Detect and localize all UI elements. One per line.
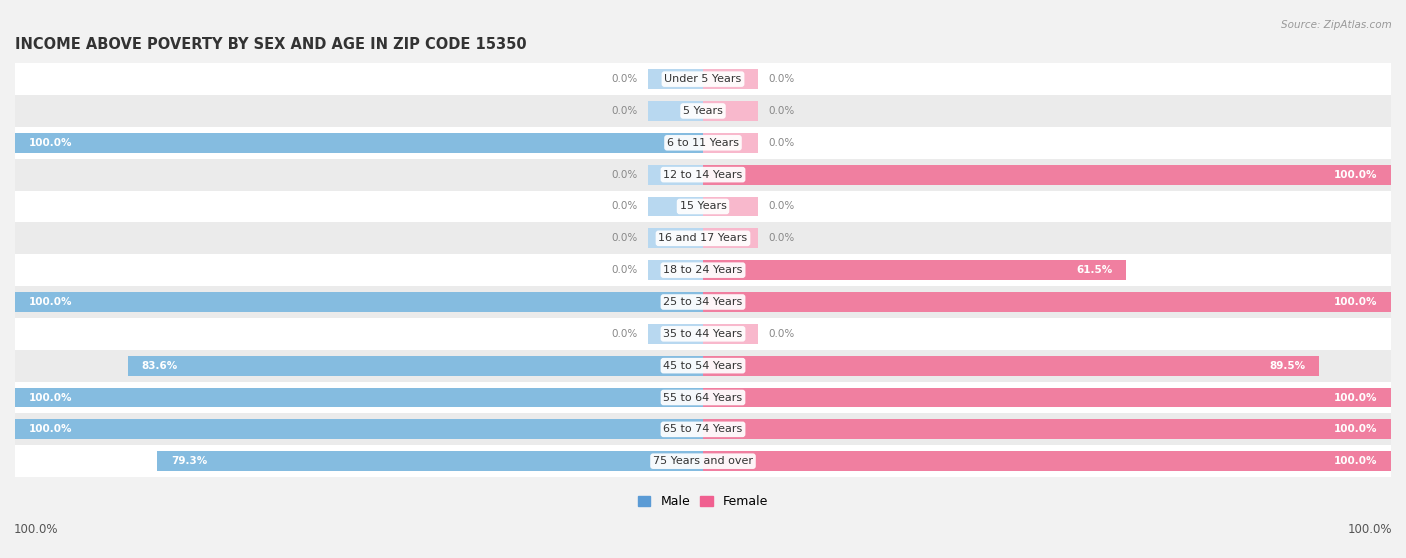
Bar: [703, 356, 1319, 376]
Bar: [703, 196, 758, 217]
Bar: [703, 260, 1126, 280]
Text: 100.0%: 100.0%: [28, 424, 72, 434]
Text: 0.0%: 0.0%: [768, 201, 794, 211]
Text: 16 and 17 Years: 16 and 17 Years: [658, 233, 748, 243]
Text: 0.0%: 0.0%: [768, 74, 794, 84]
Bar: [15, 95, 1391, 127]
Bar: [648, 69, 703, 89]
Text: 100.0%: 100.0%: [14, 523, 59, 536]
Text: 83.6%: 83.6%: [142, 360, 177, 371]
Bar: [128, 356, 703, 376]
Bar: [648, 101, 703, 121]
Text: 100.0%: 100.0%: [28, 392, 72, 402]
Text: 100.0%: 100.0%: [1334, 392, 1378, 402]
Bar: [703, 101, 758, 121]
Bar: [15, 254, 1391, 286]
Text: 12 to 14 Years: 12 to 14 Years: [664, 170, 742, 180]
Bar: [648, 260, 703, 280]
Bar: [15, 382, 1391, 413]
Text: 0.0%: 0.0%: [768, 138, 794, 148]
Text: 25 to 34 Years: 25 to 34 Years: [664, 297, 742, 307]
Bar: [15, 133, 703, 153]
Bar: [703, 388, 1391, 407]
Text: 100.0%: 100.0%: [1334, 297, 1378, 307]
Text: 55 to 64 Years: 55 to 64 Years: [664, 392, 742, 402]
Bar: [15, 350, 1391, 382]
Bar: [703, 451, 1391, 471]
Bar: [703, 165, 1391, 185]
Bar: [703, 420, 1391, 439]
Text: INCOME ABOVE POVERTY BY SEX AND AGE IN ZIP CODE 15350: INCOME ABOVE POVERTY BY SEX AND AGE IN Z…: [15, 37, 527, 52]
Text: 45 to 54 Years: 45 to 54 Years: [664, 360, 742, 371]
Bar: [648, 165, 703, 185]
Bar: [703, 324, 758, 344]
Bar: [703, 69, 758, 89]
Bar: [15, 286, 1391, 318]
Text: 15 Years: 15 Years: [679, 201, 727, 211]
Text: 0.0%: 0.0%: [768, 329, 794, 339]
Bar: [157, 451, 703, 471]
Bar: [15, 127, 1391, 158]
Bar: [15, 318, 1391, 350]
Text: 100.0%: 100.0%: [1347, 523, 1392, 536]
Text: Source: ZipAtlas.com: Source: ZipAtlas.com: [1281, 20, 1392, 30]
Bar: [15, 445, 1391, 477]
Text: 35 to 44 Years: 35 to 44 Years: [664, 329, 742, 339]
Text: 79.3%: 79.3%: [172, 456, 208, 466]
Bar: [648, 324, 703, 344]
Text: 0.0%: 0.0%: [768, 233, 794, 243]
Bar: [15, 191, 1391, 223]
Bar: [15, 292, 703, 312]
Bar: [15, 388, 703, 407]
Text: 100.0%: 100.0%: [1334, 170, 1378, 180]
Bar: [15, 413, 1391, 445]
Text: 0.0%: 0.0%: [612, 265, 638, 275]
Bar: [703, 292, 1391, 312]
Text: 0.0%: 0.0%: [612, 233, 638, 243]
Text: 89.5%: 89.5%: [1268, 360, 1305, 371]
Bar: [15, 223, 1391, 254]
Bar: [15, 63, 1391, 95]
Bar: [703, 228, 758, 248]
Text: 0.0%: 0.0%: [612, 106, 638, 116]
Bar: [648, 196, 703, 217]
Text: 0.0%: 0.0%: [612, 201, 638, 211]
Text: 65 to 74 Years: 65 to 74 Years: [664, 424, 742, 434]
Text: 100.0%: 100.0%: [28, 138, 72, 148]
Text: 100.0%: 100.0%: [28, 297, 72, 307]
Text: 6 to 11 Years: 6 to 11 Years: [666, 138, 740, 148]
Text: 100.0%: 100.0%: [1334, 456, 1378, 466]
Text: 0.0%: 0.0%: [612, 329, 638, 339]
Bar: [15, 420, 703, 439]
Bar: [648, 228, 703, 248]
Text: 75 Years and over: 75 Years and over: [652, 456, 754, 466]
Bar: [15, 158, 1391, 191]
Bar: [703, 133, 758, 153]
Text: 0.0%: 0.0%: [612, 74, 638, 84]
Text: 100.0%: 100.0%: [1334, 424, 1378, 434]
Text: 0.0%: 0.0%: [612, 170, 638, 180]
Text: 18 to 24 Years: 18 to 24 Years: [664, 265, 742, 275]
Text: 61.5%: 61.5%: [1076, 265, 1112, 275]
Text: 0.0%: 0.0%: [768, 106, 794, 116]
Text: Under 5 Years: Under 5 Years: [665, 74, 741, 84]
Text: 5 Years: 5 Years: [683, 106, 723, 116]
Legend: Male, Female: Male, Female: [638, 495, 768, 508]
